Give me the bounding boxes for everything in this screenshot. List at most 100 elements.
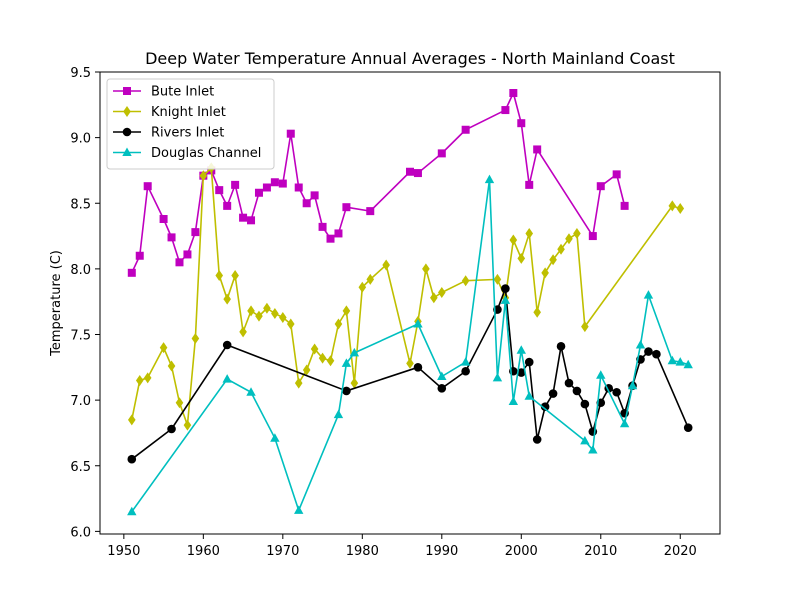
data-point-douglas-channel <box>524 391 534 400</box>
data-point-knight-inlet <box>525 227 534 239</box>
y-tick-label: 8.0 <box>70 263 91 278</box>
data-point-bute-inlet <box>286 129 295 138</box>
legend-marker <box>123 106 131 117</box>
data-point-bute-inlet <box>278 179 287 188</box>
data-point-rivers-inlet <box>501 284 510 293</box>
plot-frame <box>99 71 721 535</box>
legend-entry-bute-inlet: Bute Inlet <box>113 85 214 100</box>
data-point-knight-inlet <box>255 310 263 322</box>
data-point-knight-inlet <box>247 305 255 317</box>
data-point-rivers-inlet <box>342 386 351 396</box>
data-point-bute-inlet <box>501 106 510 115</box>
data-point-knight-inlet <box>326 355 335 367</box>
legend-entry-knight-inlet: Knight Inlet <box>113 105 226 120</box>
data-point-knight-inlet <box>358 281 367 293</box>
data-point-knight-inlet <box>573 227 581 239</box>
data-point-knight-inlet <box>382 259 390 271</box>
data-point-bute-inlet <box>143 182 152 191</box>
series-line-rivers-inlet <box>131 287 689 460</box>
data-point-rivers-inlet <box>683 423 693 432</box>
data-point-douglas-channel <box>675 357 685 366</box>
data-point-bute-inlet <box>239 213 248 222</box>
data-point-bute-inlet <box>294 183 303 192</box>
data-point-knight-inlet <box>199 170 208 182</box>
x-tick-label: 2010 <box>584 544 617 559</box>
data-point-bute-inlet <box>620 201 629 210</box>
data-point-douglas-channel <box>683 359 693 369</box>
data-point-knight-inlet <box>183 419 192 431</box>
legend-entry-douglas-channel: Douglas Channel <box>113 146 261 161</box>
data-point-bute-inlet <box>310 191 319 200</box>
data-point-bute-inlet <box>334 229 343 238</box>
data-point-knight-inlet <box>581 321 589 333</box>
y-tick-label: 8.5 <box>70 197 91 212</box>
data-point-rivers-inlet <box>222 340 232 350</box>
x-tick-label: 1960 <box>187 544 220 559</box>
series-rivers-inlet <box>127 284 693 464</box>
data-point-knight-inlet <box>533 306 541 318</box>
data-point-bute-inlet <box>318 222 327 231</box>
data-point-douglas-channel <box>333 409 344 419</box>
y-tick-label: 6.0 <box>70 525 91 540</box>
series-knight-inlet <box>127 162 685 431</box>
data-point-rivers-inlet <box>413 363 423 372</box>
legend-entry-rivers-inlet: Rivers Inlet <box>113 126 224 141</box>
data-point-knight-inlet <box>143 372 152 384</box>
data-point-rivers-inlet <box>580 399 590 409</box>
data-point-knight-inlet <box>350 377 359 389</box>
x-tick-label: 1980 <box>346 544 379 559</box>
data-point-douglas-channel <box>294 505 304 514</box>
legend-marker <box>122 147 132 156</box>
data-point-rivers-inlet <box>612 387 621 397</box>
y-axis-label: Temperature (C) <box>49 250 64 357</box>
data-point-douglas-channel <box>349 347 360 357</box>
y-tick-label: 7.5 <box>70 329 91 344</box>
series-layer <box>127 89 693 516</box>
data-point-douglas-channel <box>588 445 598 454</box>
data-point-knight-inlet <box>557 243 565 255</box>
data-point-knight-inlet <box>167 360 176 372</box>
data-point-bute-inlet <box>215 186 224 195</box>
data-point-douglas-channel <box>508 396 519 405</box>
legend-label: Bute Inlet <box>151 85 214 100</box>
data-point-douglas-channel <box>484 174 495 184</box>
data-point-bute-inlet <box>135 251 144 260</box>
data-point-knight-inlet <box>549 254 557 266</box>
data-point-knight-inlet <box>437 287 446 298</box>
data-point-knight-inlet <box>318 352 327 364</box>
data-point-knight-inlet <box>366 273 375 285</box>
y-tick-label: 9.5 <box>70 66 91 81</box>
axes-layer: 1950 1960 1970 1980 1990 2000 2010 2020 6.0 6.5 7.… <box>70 66 721 559</box>
data-point-bute-inlet <box>247 216 256 225</box>
data-point-knight-inlet <box>271 308 279 319</box>
data-point-douglas-channel <box>596 370 606 379</box>
data-point-bute-inlet <box>302 199 311 208</box>
data-point-douglas-channel <box>460 357 471 366</box>
legend-box <box>106 78 275 170</box>
data-point-knight-inlet <box>406 357 414 369</box>
data-point-knight-inlet <box>342 305 351 317</box>
data-point-bute-inlet <box>262 183 271 192</box>
legend: Bute Inlet Knight Inlet Rivers Inlet Dougla… <box>106 78 275 170</box>
data-point-douglas-channel <box>635 340 646 349</box>
data-point-rivers-inlet <box>461 366 470 376</box>
data-point-knight-inlet <box>239 326 247 338</box>
data-point-bute-inlet <box>406 167 414 176</box>
data-point-rivers-inlet <box>127 454 137 464</box>
data-point-rivers-inlet <box>564 378 574 388</box>
data-point-rivers-inlet <box>167 424 176 434</box>
data-point-knight-inlet <box>509 234 518 246</box>
data-point-rivers-inlet <box>644 347 653 356</box>
data-point-douglas-channel <box>270 433 280 442</box>
data-point-bute-inlet <box>159 215 168 223</box>
data-point-bute-inlet <box>437 149 446 158</box>
data-point-knight-inlet <box>310 343 319 355</box>
data-point-douglas-channel <box>580 435 590 445</box>
data-point-knight-inlet <box>493 273 502 285</box>
data-point-douglas-channel <box>341 358 352 367</box>
data-point-douglas-channel <box>222 374 232 383</box>
data-point-knight-inlet <box>127 414 136 426</box>
data-point-bute-inlet <box>596 182 605 191</box>
data-point-bute-inlet <box>525 180 534 189</box>
data-point-knight-inlet <box>231 269 239 281</box>
